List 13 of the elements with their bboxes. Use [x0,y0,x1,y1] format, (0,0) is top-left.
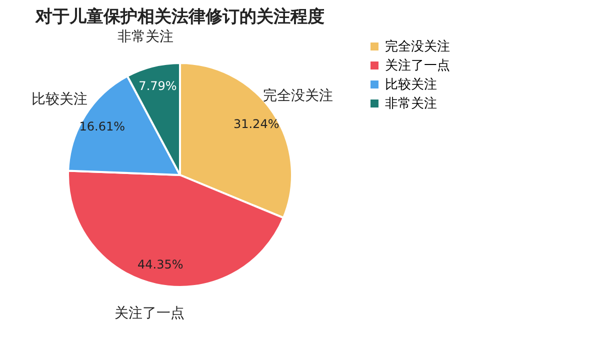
slice-label: 完全没关注 [263,88,334,104]
chart-title: 对于儿童保护相关法律修订的关注程度 [34,7,324,28]
legend-label: 关注了一点 [385,58,450,74]
slice-label: 关注了一点 [114,306,185,322]
legend-label: 完全没关注 [385,38,450,54]
data-label: 31.24% [233,116,280,131]
slice-label: 比较关注 [32,92,88,108]
data-label: 7.79% [138,78,177,93]
legend-label: 非常关注 [385,96,437,112]
data-label: 44.35% [138,258,184,272]
slice-label: 非常关注 [118,29,174,46]
data-label: 16.61% [79,119,126,134]
legend-label: 比较关注 [385,78,437,92]
